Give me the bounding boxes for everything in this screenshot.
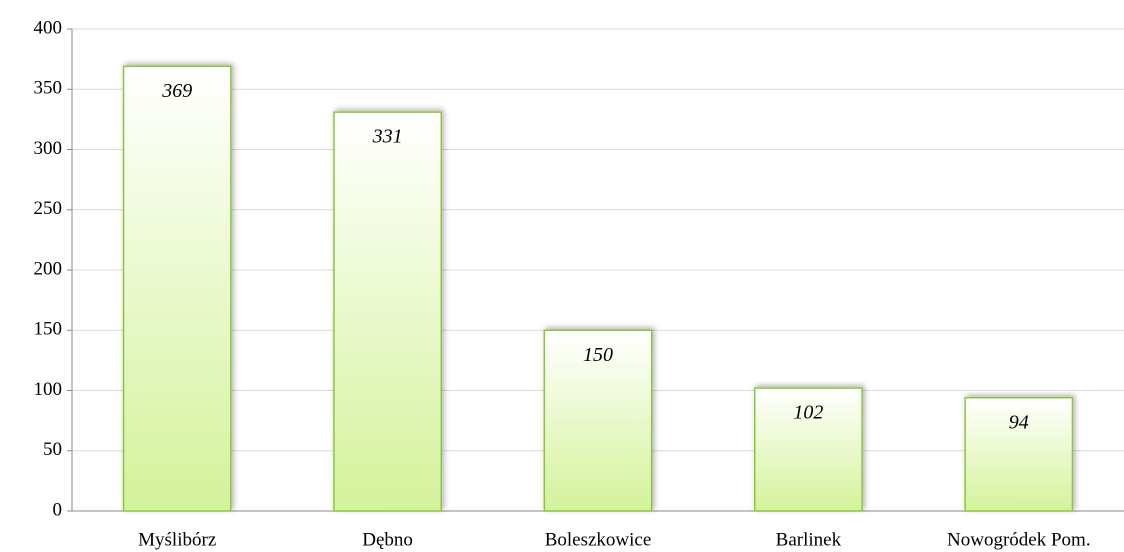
- bar: [122, 65, 232, 512]
- x-tick-label: Nowogródek Pom.: [947, 529, 1091, 550]
- y-tick-label: 400: [34, 17, 63, 38]
- y-tick-label: 0: [53, 499, 63, 520]
- x-tick-label: Dębno: [362, 529, 413, 550]
- x-tick-label: Myślibórz: [138, 529, 216, 550]
- y-tick-label: 200: [34, 258, 63, 279]
- bar: [964, 396, 1074, 512]
- bar: [543, 329, 653, 512]
- x-tick-label: Barlinek: [776, 529, 842, 550]
- y-tick-label: 300: [34, 138, 63, 159]
- data-label: 150: [583, 344, 613, 366]
- data-label: 94: [1009, 411, 1029, 433]
- bar: [753, 387, 863, 512]
- data-label: 331: [372, 126, 403, 148]
- y-tick-label: 350: [34, 78, 63, 99]
- y-tick-label: 150: [34, 319, 63, 340]
- data-label: 102: [793, 402, 823, 424]
- bar: [333, 111, 443, 512]
- y-tick-label: 100: [34, 379, 63, 400]
- data-label: 369: [161, 80, 192, 102]
- y-tick-label: 50: [43, 439, 62, 460]
- y-tick-label: 250: [34, 198, 63, 219]
- x-tick-label: Boleszkowice: [545, 529, 652, 550]
